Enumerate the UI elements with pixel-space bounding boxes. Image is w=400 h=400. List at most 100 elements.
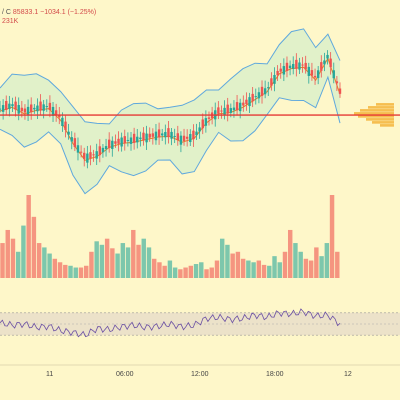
candle-body bbox=[86, 153, 89, 163]
candle-body bbox=[0, 108, 2, 110]
candle-body bbox=[89, 152, 92, 159]
candle-body bbox=[107, 139, 111, 149]
candle-body bbox=[11, 104, 14, 107]
volume-bar bbox=[120, 243, 126, 278]
candle-body bbox=[170, 131, 173, 139]
volume-bar bbox=[136, 244, 141, 278]
volume-bar bbox=[99, 244, 105, 278]
candle-body bbox=[285, 62, 289, 71]
candle-body bbox=[260, 86, 264, 96]
candle-body bbox=[157, 129, 161, 138]
volume-bar bbox=[235, 251, 241, 278]
candle-body bbox=[232, 107, 236, 111]
volume-bar bbox=[230, 253, 235, 278]
volume-bar bbox=[303, 258, 309, 278]
rsi-line bbox=[0, 308, 341, 338]
candle-body bbox=[142, 132, 145, 141]
candle-body bbox=[201, 119, 204, 129]
candle-body bbox=[185, 136, 189, 139]
volume-bar bbox=[287, 229, 293, 278]
candle-body bbox=[148, 133, 151, 138]
volume-bar bbox=[193, 264, 199, 278]
candle-body bbox=[132, 133, 136, 143]
candle-body bbox=[67, 131, 70, 135]
symbol-prefix: / C bbox=[2, 9, 11, 16]
candle-body bbox=[70, 137, 73, 142]
volume-profile-bar bbox=[366, 118, 394, 121]
candle-body bbox=[320, 62, 323, 71]
candle-body bbox=[323, 60, 326, 65]
candle-body bbox=[301, 64, 304, 66]
volume-value: 231K bbox=[2, 18, 19, 25]
volume-bar bbox=[26, 195, 31, 278]
candle-body bbox=[92, 154, 95, 156]
volume-bar bbox=[21, 225, 26, 278]
candle-body bbox=[242, 102, 245, 106]
candle-body bbox=[126, 140, 130, 142]
bollinger-fill bbox=[0, 28, 340, 194]
candle-body bbox=[192, 130, 195, 140]
volume-bar bbox=[261, 264, 267, 278]
candle-body bbox=[73, 138, 77, 148]
volume-bar bbox=[272, 256, 277, 278]
volume-bar bbox=[178, 269, 183, 278]
volume-bar bbox=[57, 262, 63, 278]
volume-bar bbox=[183, 267, 188, 278]
candle-body bbox=[23, 108, 27, 113]
volume-bar bbox=[172, 267, 178, 278]
candle-body bbox=[39, 101, 42, 111]
candle-body bbox=[95, 151, 98, 159]
volume-profile-bar bbox=[376, 103, 394, 106]
volume-bar bbox=[151, 258, 157, 278]
volume-bar bbox=[78, 267, 84, 278]
candle-body bbox=[295, 59, 298, 69]
volume-bar bbox=[83, 265, 89, 278]
candle-body bbox=[104, 146, 108, 150]
volume-bar bbox=[209, 267, 214, 278]
candle-body bbox=[288, 65, 292, 69]
volume-profile bbox=[354, 103, 394, 127]
volume-bar bbox=[335, 251, 340, 278]
volume-bar bbox=[329, 195, 335, 278]
candle-body bbox=[182, 135, 186, 141]
ohlc-values: 85833.1 −1034.1 (−1.25%) bbox=[12, 9, 97, 16]
candle-body bbox=[276, 70, 279, 76]
volume-profile-bar bbox=[380, 124, 394, 127]
candle-body bbox=[307, 66, 311, 76]
bollinger-bands bbox=[0, 28, 341, 195]
candle-body bbox=[204, 118, 208, 126]
volume-bar bbox=[31, 216, 37, 278]
time-label-3: 12:00 bbox=[191, 371, 209, 378]
volume-bar bbox=[246, 260, 251, 278]
candle-body bbox=[267, 87, 270, 89]
candle-body bbox=[338, 88, 342, 94]
candle-body bbox=[332, 70, 335, 79]
candle-body bbox=[248, 97, 251, 107]
time-label-2: 06:00 bbox=[116, 371, 134, 378]
candle-body bbox=[120, 137, 123, 147]
candle-body bbox=[198, 127, 201, 132]
candle-body bbox=[251, 93, 254, 102]
volume-bar bbox=[5, 229, 10, 278]
volume-bar bbox=[89, 251, 94, 278]
volume-bar bbox=[131, 229, 136, 278]
candle-body bbox=[5, 100, 8, 111]
volume-profile-bar bbox=[354, 112, 394, 115]
volume-bar bbox=[110, 248, 115, 278]
volume-bar bbox=[282, 251, 288, 278]
volume-bar bbox=[298, 251, 303, 278]
volume-bar bbox=[251, 262, 256, 278]
candle-body bbox=[17, 105, 20, 114]
volume-bar bbox=[277, 262, 282, 278]
volume-bar bbox=[42, 247, 47, 278]
volume-bar bbox=[36, 243, 42, 278]
candle-body bbox=[207, 117, 211, 119]
candle-body bbox=[117, 138, 120, 144]
candle-body bbox=[20, 107, 24, 112]
candle-body bbox=[26, 106, 30, 116]
candle-body bbox=[273, 74, 276, 84]
volume-bar bbox=[219, 238, 225, 278]
candle-body bbox=[235, 102, 239, 111]
